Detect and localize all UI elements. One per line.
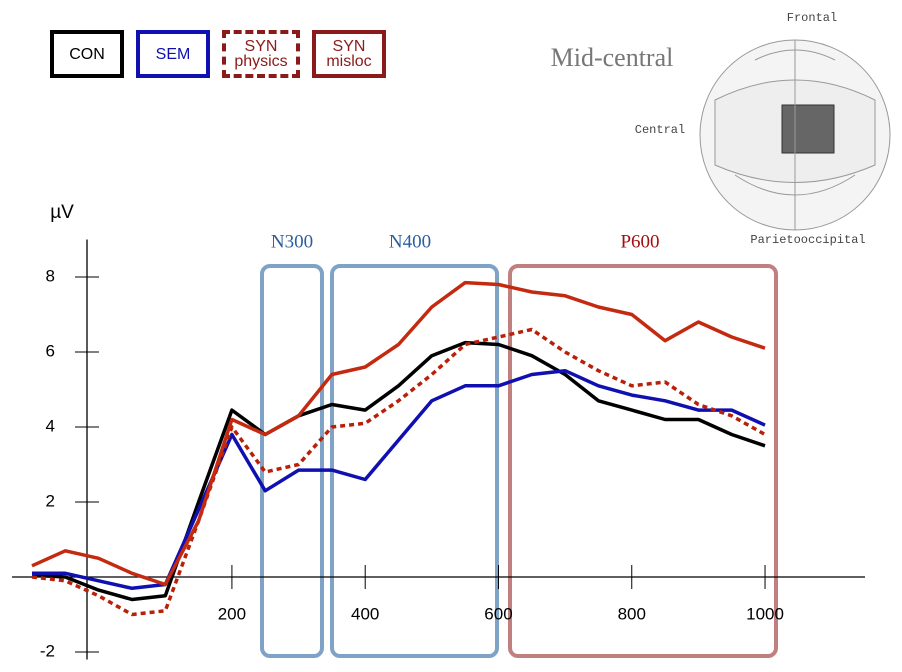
window-box <box>262 266 322 656</box>
region-title: Mid-central <box>551 43 674 72</box>
series-line <box>32 283 765 585</box>
region-label: Frontal <box>787 11 837 25</box>
x-tick-label: 1000 <box>746 604 784 623</box>
page: CON SEM SYN physics SYN misloc Mid-centr… <box>0 0 902 672</box>
region-label: Parietooccipital <box>750 233 865 247</box>
window-label: N300 <box>271 231 313 252</box>
x-tick-label: 400 <box>351 604 379 623</box>
series-line <box>32 330 765 615</box>
y-tick-label: -2 <box>40 641 55 660</box>
y-tick-label: 4 <box>46 416 55 435</box>
x-tick-label: 200 <box>218 604 246 623</box>
region-label: Central <box>635 123 685 137</box>
x-tick-label: 800 <box>618 604 646 623</box>
window-label: P600 <box>620 231 659 252</box>
y-axis-label: µV <box>50 202 74 223</box>
series-line <box>32 343 765 600</box>
y-tick-label: 6 <box>46 341 55 360</box>
series-line <box>32 371 765 589</box>
x-tick-label: 600 <box>484 604 512 623</box>
chart: Mid-central Frontal Central Parietooccip… <box>0 0 902 672</box>
y-tick-label: 8 <box>46 266 55 285</box>
window-label: N400 <box>389 231 431 252</box>
head-map <box>700 40 890 230</box>
y-tick-label: 2 <box>46 491 55 510</box>
